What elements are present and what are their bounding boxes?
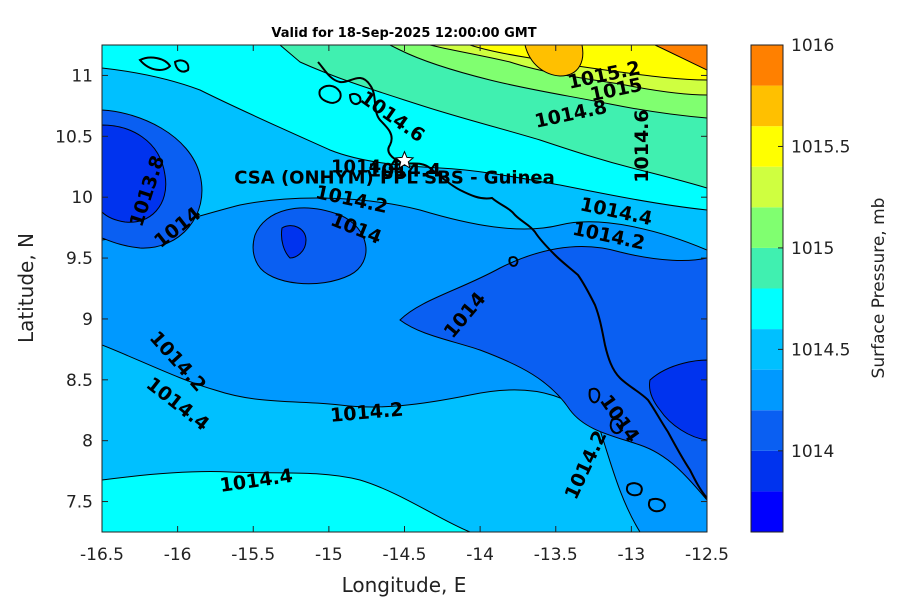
band-1013.6-west (102, 124, 167, 223)
coastline-islands (138, 56, 666, 513)
band-1014.0-east (399, 245, 707, 501)
x-axis-label: Longitude, E (342, 573, 467, 597)
colorbar-tick-label: 1014 (791, 442, 834, 462)
colorbar-segment (751, 126, 783, 167)
colorbar-segment (751, 491, 783, 532)
colorbar-segment (751, 410, 783, 451)
colorbar-segment (751, 450, 783, 492)
x-tick-label: -16 (164, 545, 192, 565)
band-1015.4 (524, 45, 584, 77)
x-tick-label: -13 (617, 545, 645, 565)
y-tick-label: 8 (82, 432, 93, 452)
colorbar-segment (751, 288, 783, 330)
y-tick-label: 7.5 (66, 493, 93, 513)
colorbar-ticks: 1014 1014.5 1015 1015.5 1016 (778, 36, 850, 462)
colorbar-segment (751, 45, 783, 86)
colorbar-segment (751, 369, 783, 411)
colorbar-segment (751, 166, 783, 208)
colorbar-segment (751, 207, 783, 248)
coastline (317, 61, 707, 499)
x-axis-ticks: -16.5 -16 -15.5 -15 -14.5 -14 -13.5 -13 -12.5 (80, 45, 729, 565)
band-1014.0-central-oval (252, 207, 367, 285)
colorbar-tick-label: 1016 (791, 36, 834, 56)
colorbar-segment (751, 329, 783, 370)
y-tick-label: 10.5 (55, 127, 93, 147)
colorbar-tick-label: 1015 (791, 239, 834, 259)
colorbar (751, 45, 783, 532)
station-value-label: 1014.4 (331, 157, 400, 178)
band-1013.8-east (649, 359, 707, 441)
colorbar-segment (751, 247, 783, 289)
y-tick-label: 8.5 (66, 371, 93, 391)
colorbar-frame (750, 44, 784, 533)
band-1013.8-central (281, 225, 307, 259)
colorbar-label: Surface Pressure, mb (869, 198, 889, 379)
x-tick-label: -14.5 (383, 545, 427, 565)
x-tick-label: -13.5 (534, 545, 578, 565)
contour-label: 1014.6 (631, 109, 653, 182)
y-tick-label: 10 (71, 188, 93, 208)
contour-label: 1014.4 (368, 159, 441, 181)
colorbar-tick-label: 1014.5 (791, 340, 850, 360)
x-tick-label: -15 (315, 545, 343, 565)
station-marker (394, 150, 415, 169)
colorbar-segment (751, 85, 783, 127)
map-title: Valid for 18-Sep-2025 12:00:00 GMT (271, 26, 536, 41)
x-tick-label: -12.5 (685, 545, 729, 565)
y-tick-label: 11 (71, 66, 93, 86)
station-name-label: CSA (ONHYM) PPL SBS - Guinea (234, 168, 555, 189)
y-tick-label: 9 (82, 310, 93, 330)
x-tick-label: -14 (466, 545, 494, 565)
y-axis-label: Latitude, N (14, 233, 38, 343)
colorbar-tick-label: 1015.5 (791, 137, 850, 157)
station-star-icon (394, 150, 415, 169)
y-tick-label: 9.5 (66, 249, 93, 269)
x-tick-label: -16.5 (80, 545, 124, 565)
band-1014.4-south (102, 471, 471, 532)
band-1015.6 (654, 45, 707, 71)
x-tick-label: -15.5 (231, 545, 275, 565)
y-axis-ticks: 7.5 8 8.5 9 9.5 10 10.5 11 (55, 66, 707, 513)
